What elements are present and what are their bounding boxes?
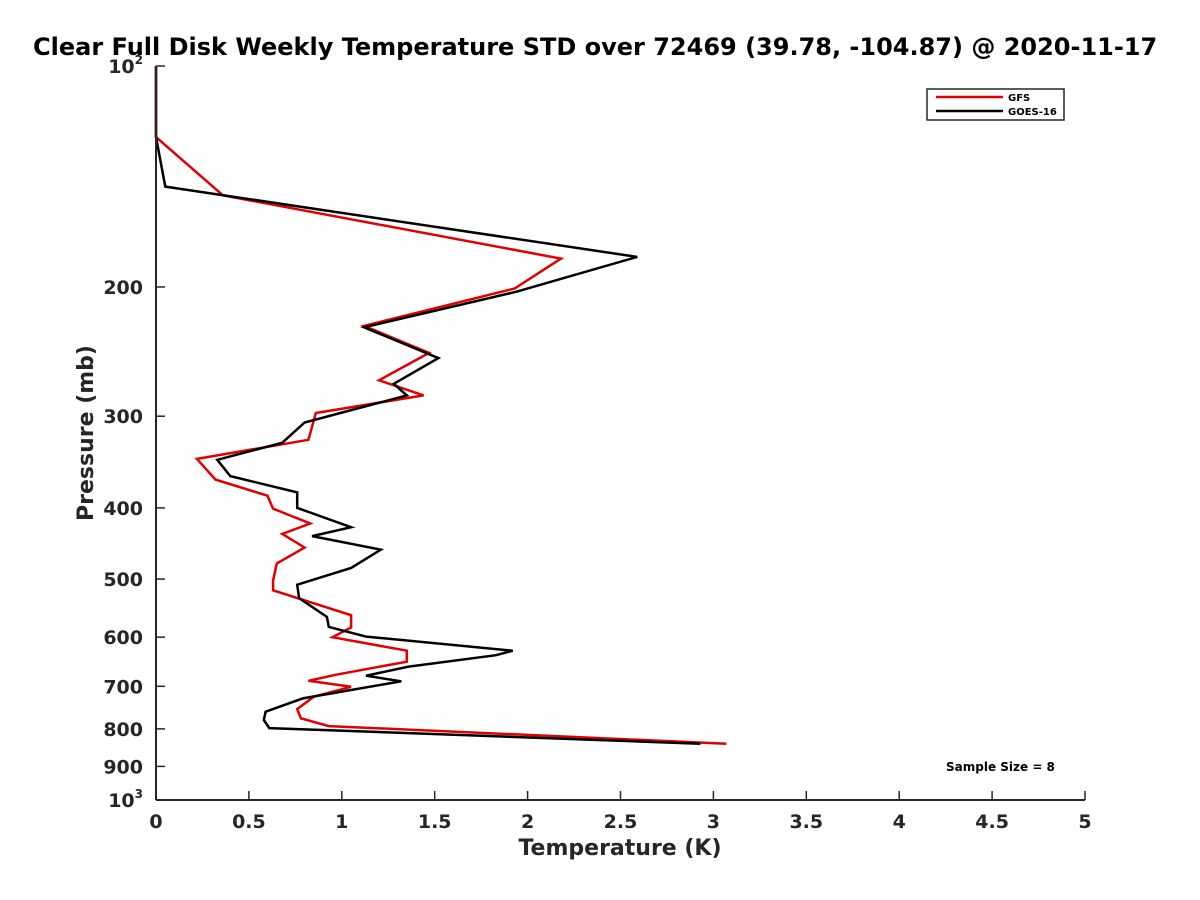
- y-tick-label: 300: [103, 406, 143, 428]
- sample-size-annotation: Sample Size = 8: [946, 760, 1055, 774]
- series-line-gfs: [154, 66, 727, 745]
- y-tick-label: 800: [103, 719, 143, 741]
- legend-label-gfs: GFS: [1008, 93, 1030, 104]
- series-line-goes16: [154, 66, 701, 745]
- legend-box: [926, 88, 1065, 121]
- y-ticks: 102 200 300 400 500 600 700 800 900 103: [103, 53, 165, 812]
- x-axis-label: Temperature (K): [518, 836, 721, 861]
- y-tick-label: 500: [103, 569, 143, 591]
- x-tick-label: 2.5: [604, 811, 638, 833]
- x-tick-label: 4: [893, 811, 906, 833]
- y-tick-label: 700: [103, 676, 143, 698]
- y-tick-label: 600: [103, 627, 143, 649]
- legend: GFS GOES-16: [926, 88, 1065, 121]
- y-tick-label: 102: [108, 53, 143, 78]
- x-tick-label: 4.5: [975, 811, 1009, 833]
- x-tick-label: 1.5: [418, 811, 452, 833]
- x-tick-label: 2: [521, 811, 534, 833]
- y-tick-label: 200: [103, 277, 143, 299]
- x-tick-label: 0: [149, 811, 162, 833]
- x-ticks: 0 0.5 1 1.5 2 2.5 3 3.5 4 4.5 5: [149, 791, 1092, 833]
- chart-title: Clear Full Disk Weekly Temperature STD o…: [33, 33, 1157, 61]
- series-layer: [154, 66, 727, 745]
- y-tick-label: 400: [103, 498, 143, 520]
- x-tick-label: 5: [1078, 811, 1091, 833]
- y-tick-label: 900: [103, 756, 143, 778]
- x-tick-label: 0.5: [232, 811, 266, 833]
- x-tick-label: 1: [335, 811, 348, 833]
- legend-label-goes16: GOES-16: [1008, 107, 1057, 118]
- x-tick-label: 3: [707, 811, 720, 833]
- y-axis-label: Pressure (mb): [74, 345, 99, 521]
- y-tick-label: 103: [108, 787, 143, 812]
- x-tick-label: 3.5: [789, 811, 823, 833]
